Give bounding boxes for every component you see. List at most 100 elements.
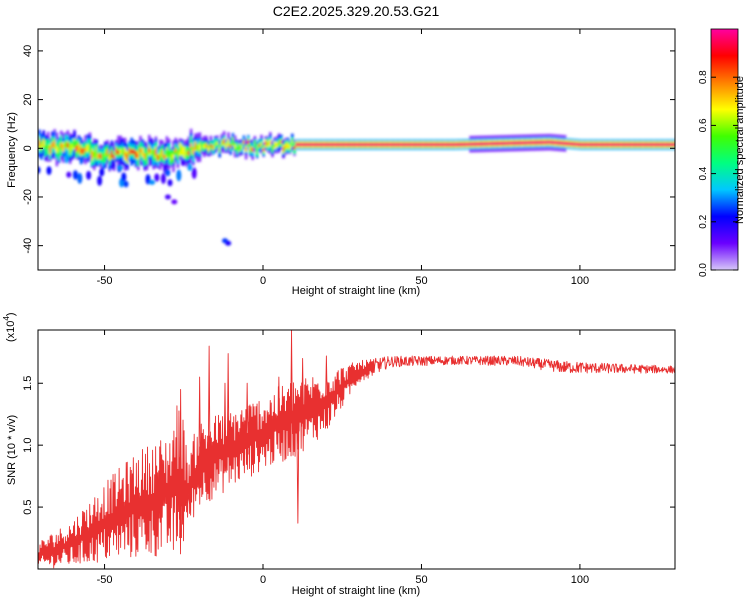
heatmap-cell xyxy=(271,147,274,151)
spectrogram-heatmap xyxy=(38,128,675,246)
heatmap-cell xyxy=(181,147,184,154)
colorbar-gradient xyxy=(711,29,738,270)
heatmap-cell xyxy=(150,148,153,155)
heatmap-cell xyxy=(77,144,81,152)
heatmap-cell xyxy=(165,149,169,156)
heatmap-cell xyxy=(308,142,312,147)
heatmap-cell xyxy=(115,148,118,154)
heatmap-cell xyxy=(621,142,624,147)
heatmap-cell xyxy=(458,142,461,147)
heatmap-cell xyxy=(513,141,516,145)
heatmap-cell xyxy=(167,179,173,187)
heatmap-cell xyxy=(368,142,371,147)
snr-panel: -50 0 50 100 0.5 1.0 1.5 Height of straight li… xyxy=(2,312,676,597)
heatmap-cell xyxy=(214,143,217,146)
heatmap-cell xyxy=(350,142,353,147)
heatmap-cell xyxy=(519,141,523,145)
heatmap-cell xyxy=(610,142,613,147)
heatmap-cell xyxy=(581,142,584,147)
heatmap-cell xyxy=(574,142,578,147)
heatmap-cell xyxy=(123,180,129,188)
spectrogram-xtick-label: -50 xyxy=(97,275,113,287)
heatmap-cell xyxy=(240,145,243,150)
heatmap-cell xyxy=(82,148,85,155)
heatmap-cell xyxy=(583,142,587,147)
heatmap-cell xyxy=(579,142,582,147)
heatmap-cell xyxy=(484,142,488,146)
snr-xlabel: Height of straight line (km) xyxy=(292,585,420,597)
heatmap-cell xyxy=(643,142,646,147)
heatmap-cell xyxy=(178,146,182,152)
heatmap-cell xyxy=(403,142,406,147)
colorbar: 0.0 0.2 0.4 0.6 0.8 Normalized spectral ampl… xyxy=(698,28,746,277)
heatmap-cell xyxy=(174,148,177,153)
heatmap-cell xyxy=(552,140,556,145)
snr-ytick-label: 0.5 xyxy=(22,499,34,514)
heatmap-cell xyxy=(97,175,103,186)
heatmap-cell xyxy=(612,142,615,147)
heatmap-blob xyxy=(171,199,178,205)
heatmap-cell xyxy=(159,152,162,157)
heatmap-cell xyxy=(99,168,105,177)
heatmap-cell xyxy=(390,142,393,147)
heatmap-cell xyxy=(313,142,316,147)
heatmap-cell xyxy=(526,140,529,145)
heatmap-cell xyxy=(341,142,345,147)
heatmap-cell xyxy=(161,150,164,157)
heatmap-cell xyxy=(420,142,424,147)
heatmap-cell xyxy=(266,142,270,146)
heatmap-cell xyxy=(447,142,450,147)
heatmap-cell xyxy=(660,142,664,147)
heatmap-cell xyxy=(469,142,472,147)
heatmap-cell xyxy=(121,149,125,154)
heatmap-cell xyxy=(585,142,589,147)
heatmap-cell xyxy=(328,142,331,147)
heatmap-cell xyxy=(284,144,287,149)
snr-ytick-label: 1.0 xyxy=(22,438,34,453)
heatmap-cell xyxy=(251,147,254,152)
heatmap-cell xyxy=(427,142,430,147)
heatmap-cell xyxy=(429,142,433,147)
heatmap-cell xyxy=(475,142,479,146)
heatmap-cell xyxy=(315,142,318,147)
snr-scale-exponent: 4 xyxy=(2,316,11,321)
heatmap-cell xyxy=(535,140,538,145)
heatmap-cell xyxy=(62,144,65,151)
heatmap-cell xyxy=(90,151,94,159)
heatmap-cell xyxy=(71,144,74,150)
heatmap-cell xyxy=(480,142,483,146)
heatmap-cell xyxy=(486,141,490,146)
heatmap-cell xyxy=(453,142,457,147)
heatmap-cell xyxy=(225,144,228,148)
colorbar-tick-label: 0.8 xyxy=(698,70,709,84)
spectrogram-xtick-label: 100 xyxy=(571,275,589,287)
heatmap-cell xyxy=(95,150,98,156)
heatmap-cell xyxy=(412,142,415,147)
heatmap-cell xyxy=(658,142,661,147)
heatmap-cell xyxy=(482,142,485,146)
heatmap-cell xyxy=(229,144,232,148)
heatmap-cell xyxy=(508,141,512,145)
heatmap-cell xyxy=(436,142,439,147)
heatmap-cell xyxy=(616,142,620,147)
heatmap-cell xyxy=(656,142,659,147)
heatmap-cell xyxy=(231,140,235,144)
heatmap-cell xyxy=(335,142,338,147)
heatmap-cell xyxy=(99,153,103,159)
heatmap-cell xyxy=(559,141,562,145)
heatmap-cell xyxy=(121,172,127,182)
heatmap-cell xyxy=(618,142,622,147)
heatmap-cell xyxy=(156,155,160,160)
heatmap-cell xyxy=(627,142,631,147)
heatmap-cell xyxy=(418,142,422,147)
heatmap-cell xyxy=(346,142,349,147)
heatmap-cell xyxy=(321,142,325,147)
heatmap-cell xyxy=(191,167,197,179)
heatmap-cell xyxy=(130,149,133,155)
heatmap-cell xyxy=(662,142,666,147)
heatmap-cell xyxy=(647,142,650,147)
heatmap-cell xyxy=(381,142,384,147)
heatmap-cell xyxy=(467,142,470,147)
heatmap-cell xyxy=(277,141,281,145)
heatmap-cell xyxy=(669,142,672,147)
